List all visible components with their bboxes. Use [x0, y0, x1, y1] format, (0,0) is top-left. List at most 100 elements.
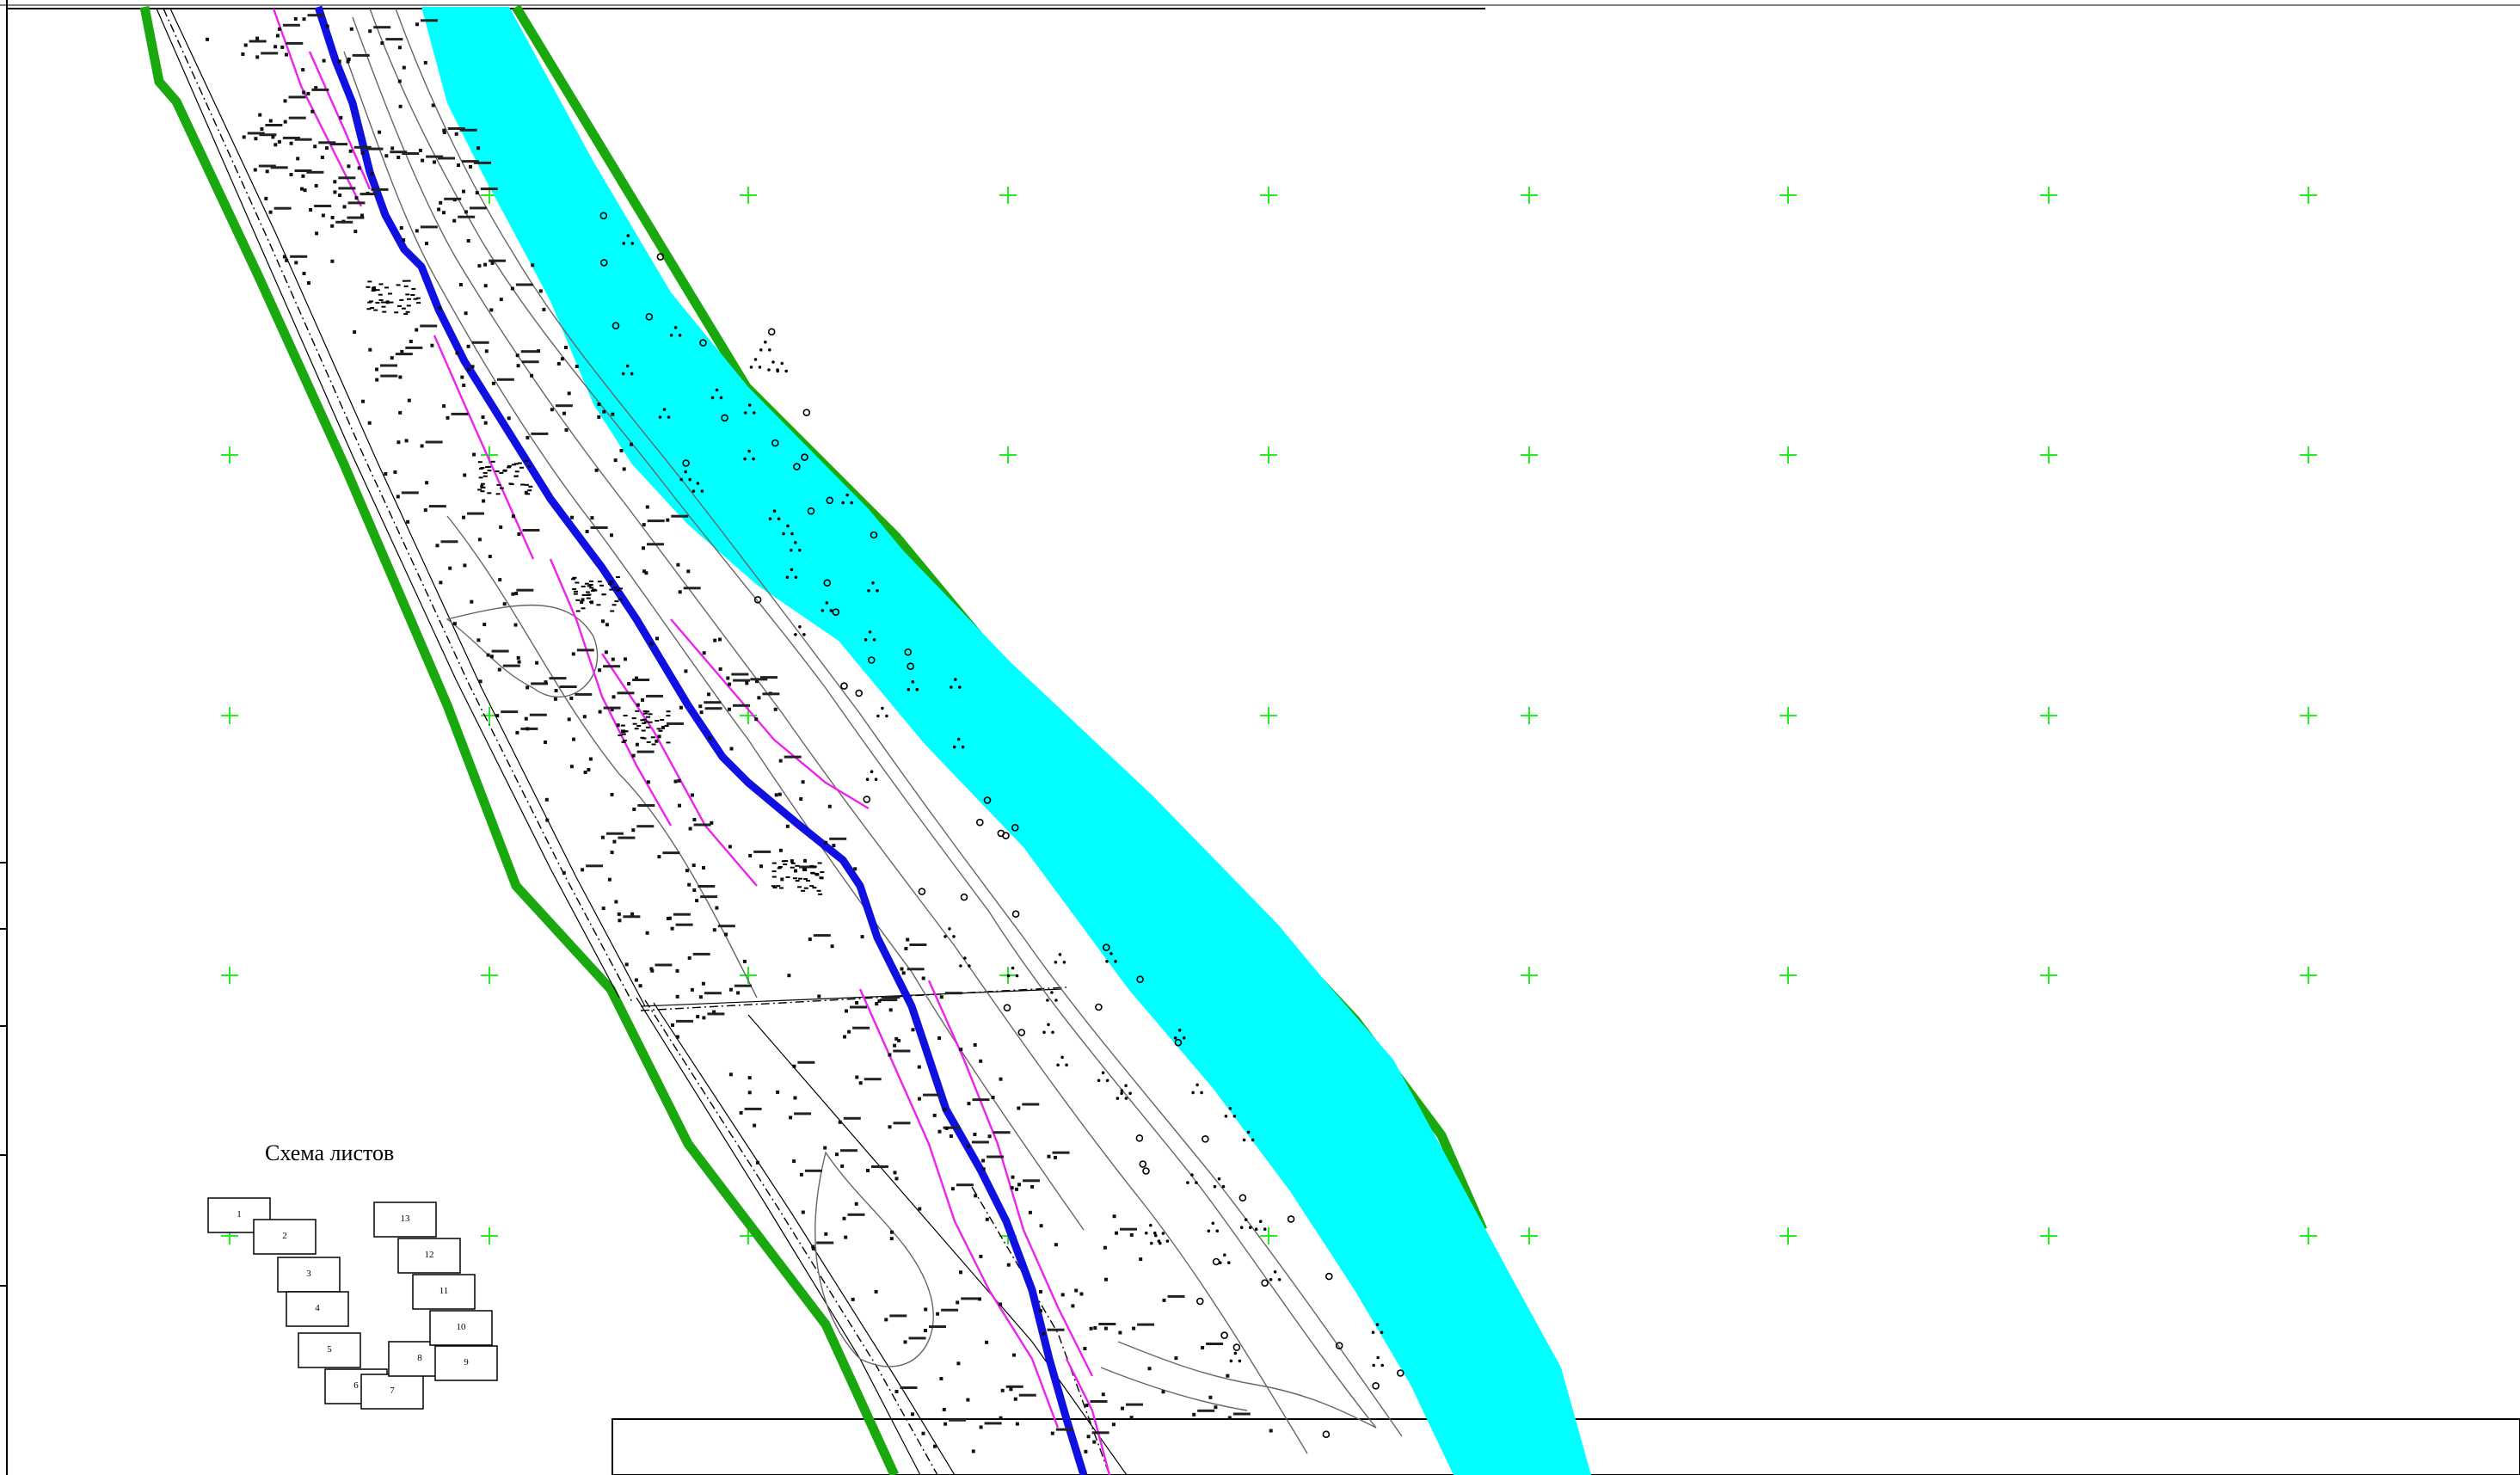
- survey-point: [466, 344, 470, 348]
- survey-point: [303, 188, 307, 193]
- survey-point: [747, 1091, 752, 1095]
- survey-point: [442, 131, 446, 134]
- survey-point: [347, 57, 351, 61]
- elevation-label: [366, 147, 384, 151]
- sheet-number: 8: [417, 1353, 422, 1363]
- survey-point: [728, 987, 733, 992]
- survey-point: [1060, 1293, 1065, 1297]
- elevation-cluster-mark: [646, 716, 650, 718]
- survey-point: [310, 109, 315, 114]
- survey-point: [400, 349, 404, 353]
- survey-point: [470, 365, 475, 369]
- survey-point: [554, 689, 558, 692]
- survey-point: [1103, 1326, 1108, 1331]
- elevation-label: [717, 925, 735, 928]
- survey-point: [360, 213, 364, 218]
- survey-point: [277, 139, 281, 144]
- survey-point: [967, 1102, 971, 1106]
- sheet-number: 4: [315, 1303, 320, 1313]
- elevation-cluster-mark: [650, 736, 655, 739]
- survey-point: [893, 1043, 897, 1048]
- circle-marker-icon: [1017, 1029, 1026, 1036]
- elevation-cluster-mark: [609, 581, 614, 583]
- elevation-cluster-mark: [795, 864, 800, 867]
- elevation-label: [440, 540, 458, 544]
- grid-cross-icon: [1779, 446, 1797, 464]
- grid-cross-icon: [1260, 707, 1277, 724]
- elevation-label: [813, 934, 831, 937]
- survey-point: [728, 1072, 733, 1077]
- elevation-cluster-mark: [366, 308, 372, 310]
- circle-marker-icon: [1325, 1272, 1333, 1281]
- survey-point: [483, 284, 488, 288]
- elevation-label: [575, 692, 593, 696]
- survey-point: [724, 932, 728, 937]
- survey-point: [624, 657, 627, 661]
- survey-point: [728, 845, 732, 849]
- elevation-label: [1055, 1428, 1073, 1431]
- survey-point: [630, 912, 635, 916]
- survey-point: [888, 1053, 892, 1057]
- survey-point: [431, 103, 435, 108]
- elevation-cluster-mark: [405, 310, 410, 313]
- elevation-cluster-mark: [366, 286, 371, 288]
- elevation-cluster-mark: [802, 870, 808, 871]
- tree-symbol-icon: [1116, 1089, 1128, 1100]
- elevation-label: [1090, 1400, 1108, 1403]
- elevation-label: [636, 825, 655, 828]
- survey-point: [446, 415, 450, 420]
- tree-symbol-icon: [1239, 1218, 1252, 1229]
- survey-point: [571, 652, 575, 656]
- survey-point: [613, 458, 618, 463]
- elevation-label: [274, 206, 292, 210]
- elevation-label: [531, 432, 549, 435]
- survey-point: [415, 328, 419, 332]
- survey-point: [911, 1412, 914, 1417]
- tree-symbol-icon: [1269, 1270, 1282, 1281]
- survey-point: [698, 704, 703, 709]
- elevation-cluster-mark: [399, 298, 404, 301]
- elevation-cluster-mark: [372, 288, 377, 291]
- elevation-label: [816, 1241, 834, 1245]
- survey-point: [396, 495, 400, 499]
- elevation-cluster-mark: [524, 460, 529, 462]
- survey-point: [756, 1160, 759, 1165]
- circle-marker-icon: [656, 253, 665, 261]
- survey-point: [258, 113, 262, 117]
- elevation-cluster-mark: [581, 585, 586, 587]
- elevation-label: [1232, 1412, 1251, 1416]
- elevation-label: [462, 160, 479, 163]
- survey-point: [924, 1329, 927, 1332]
- circle-marker-icon: [1212, 1257, 1220, 1266]
- survey-point: [300, 187, 304, 191]
- survey-point: [803, 858, 807, 863]
- survey-point: [404, 439, 409, 443]
- survey-point: [342, 205, 347, 209]
- survey-point: [390, 356, 394, 360]
- survey-point: [562, 870, 566, 875]
- survey-point: [1006, 1263, 1011, 1267]
- circle-marker-icon: [1238, 1194, 1247, 1202]
- elevation-cluster-mark: [587, 585, 592, 587]
- elevation-label: [1137, 1323, 1155, 1326]
- survey-point: [851, 1297, 855, 1301]
- survey-point: [537, 349, 541, 353]
- elevation-label: [647, 543, 664, 546]
- survey-point: [542, 307, 546, 311]
- survey-point: [627, 682, 631, 685]
- survey-point: [971, 1449, 975, 1453]
- circle-marker-icon: [599, 212, 608, 220]
- elevation-cluster-mark: [778, 866, 783, 868]
- survey-point: [1039, 1289, 1042, 1294]
- survey-point: [789, 1115, 793, 1120]
- elevation-label: [451, 412, 469, 415]
- elevation-cluster-mark: [406, 304, 411, 307]
- survey-point: [321, 213, 325, 218]
- sheet-box-5: 5: [298, 1332, 361, 1368]
- survey-point: [330, 224, 335, 228]
- survey-point: [442, 404, 446, 409]
- survey-point: [622, 467, 626, 471]
- sheet-box-11: 11: [412, 1274, 476, 1310]
- survey-point: [612, 839, 617, 844]
- elevation-cluster-mark: [612, 604, 617, 606]
